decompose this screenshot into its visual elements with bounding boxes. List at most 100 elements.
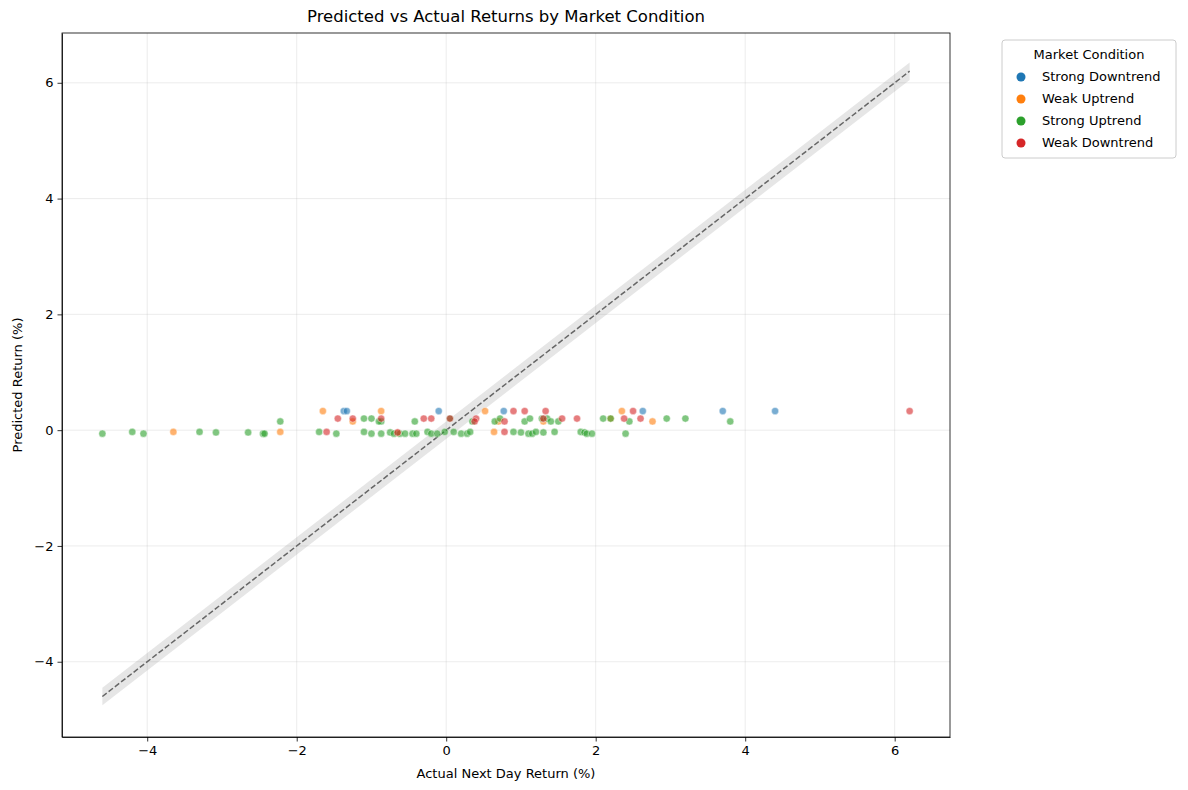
- series-points: [170, 407, 656, 436]
- identity-band: [102, 63, 909, 706]
- scatter-point: [401, 430, 408, 437]
- scatter-point: [540, 429, 547, 436]
- scatter-point: [637, 415, 644, 422]
- grid-line-x: [745, 33, 746, 737]
- scatter-point: [547, 418, 554, 425]
- scatter-point: [261, 430, 268, 437]
- scatter-point: [420, 415, 427, 422]
- tick-label: 0: [45, 423, 53, 438]
- scatter-point: [526, 415, 533, 422]
- tick-label: 6: [891, 743, 899, 758]
- x-axis-title: Actual Next Day Return (%): [417, 766, 596, 781]
- tick: 4: [742, 737, 750, 758]
- scatter-point: [441, 428, 448, 435]
- scatter-point: [501, 428, 508, 435]
- tick-mark: [446, 737, 447, 742]
- plot-frame: [62, 33, 950, 737]
- tick: 4: [45, 191, 62, 206]
- scatter-point: [428, 415, 435, 422]
- scatter-point: [500, 407, 507, 414]
- tick-mark: [58, 83, 63, 84]
- scatter-point: [471, 418, 478, 425]
- scatter-point: [378, 407, 385, 414]
- series-points: [99, 415, 734, 437]
- scatter-point: [343, 407, 350, 414]
- tick-label: 6: [45, 75, 53, 90]
- tick-label: −2: [34, 539, 53, 554]
- scatter-point: [435, 407, 442, 414]
- tick: −4: [138, 737, 157, 758]
- legend-label: Strong Uptrend: [1042, 113, 1141, 128]
- tick-label: −4: [138, 743, 157, 758]
- scatter-point: [170, 428, 177, 435]
- scatter-point: [277, 418, 284, 425]
- scatter-point: [540, 415, 547, 422]
- grid: [62, 33, 950, 737]
- identity-line: [102, 71, 909, 696]
- scatter-point: [629, 407, 636, 414]
- scatter-point: [727, 418, 734, 425]
- scatter-point: [411, 418, 418, 425]
- tick-mark: [745, 737, 746, 742]
- legend-marker: [1017, 117, 1026, 126]
- tick: −4: [34, 654, 62, 669]
- legend-label: Strong Downtrend: [1042, 69, 1160, 84]
- scatter-point: [450, 428, 457, 435]
- scatter-point: [413, 430, 420, 437]
- scatter-point: [212, 429, 219, 436]
- chart-title: Predicted vs Actual Returns by Market Co…: [307, 7, 705, 26]
- series-points: [323, 407, 913, 436]
- tick-label: 4: [742, 743, 750, 758]
- scatter-point: [501, 418, 508, 425]
- scatter-point: [532, 428, 539, 435]
- scatter-point: [639, 407, 646, 414]
- scatter-point: [360, 415, 367, 422]
- x-axis: −4 −2 0 2 4 6: [63, 737, 951, 758]
- tick: −2: [34, 539, 62, 554]
- tick-label: 4: [45, 191, 53, 206]
- scatter-point: [140, 430, 147, 437]
- grid-line-y: [62, 314, 950, 315]
- scatter-point: [319, 407, 326, 414]
- tick-mark: [58, 546, 63, 547]
- chart-container: −4 −2 0 2 4 6 −4 −2 0 2 4 6 Predicted vs Actual Retu…: [0, 0, 1188, 790]
- tick-label: 2: [592, 743, 600, 758]
- scatter-point: [607, 415, 614, 422]
- scatter-point: [621, 415, 628, 422]
- y-axis: −4 −2 0 2 4 6: [34, 34, 62, 738]
- tick-mark: [895, 737, 896, 742]
- scatter-point: [378, 430, 385, 437]
- scatter-point: [663, 415, 670, 422]
- tick: 2: [592, 737, 600, 758]
- tick: 0: [443, 737, 451, 758]
- legend-label: Weak Uptrend: [1042, 91, 1134, 106]
- scatter-point: [245, 429, 252, 436]
- grid-line-y: [62, 198, 950, 199]
- scatter-point: [434, 430, 441, 437]
- scatter-point: [349, 415, 356, 422]
- scatter-point: [446, 415, 453, 422]
- tick-label: −4: [34, 654, 53, 669]
- scatter-point: [196, 428, 203, 435]
- plot-area: −4 −2 0 2 4 6 −4 −2 0 2 4 6: [34, 33, 950, 758]
- grid-line-y: [62, 82, 950, 83]
- tick-mark: [58, 199, 63, 200]
- chart-svg: −4 −2 0 2 4 6 −4 −2 0 2 4 6 Predicted vs Actual Retu…: [0, 0, 1188, 790]
- tick-label: −2: [288, 743, 307, 758]
- scatter-point: [573, 415, 580, 422]
- grid-line-x: [296, 33, 297, 737]
- scatter-point: [394, 429, 401, 436]
- tick-mark: [596, 737, 597, 742]
- scatter-point: [446, 415, 453, 422]
- tick-mark: [297, 737, 298, 742]
- scatter-point: [649, 418, 656, 425]
- legend-marker: [1017, 73, 1026, 82]
- grid-line-x: [446, 33, 447, 737]
- legend-label: Weak Downtrend: [1042, 135, 1153, 150]
- scatter-point: [607, 415, 614, 422]
- scatter-point: [622, 430, 629, 437]
- scatter-point: [551, 428, 558, 435]
- scatter-point: [719, 407, 726, 414]
- tick-label: 2: [45, 307, 53, 322]
- scatter-point: [618, 407, 625, 414]
